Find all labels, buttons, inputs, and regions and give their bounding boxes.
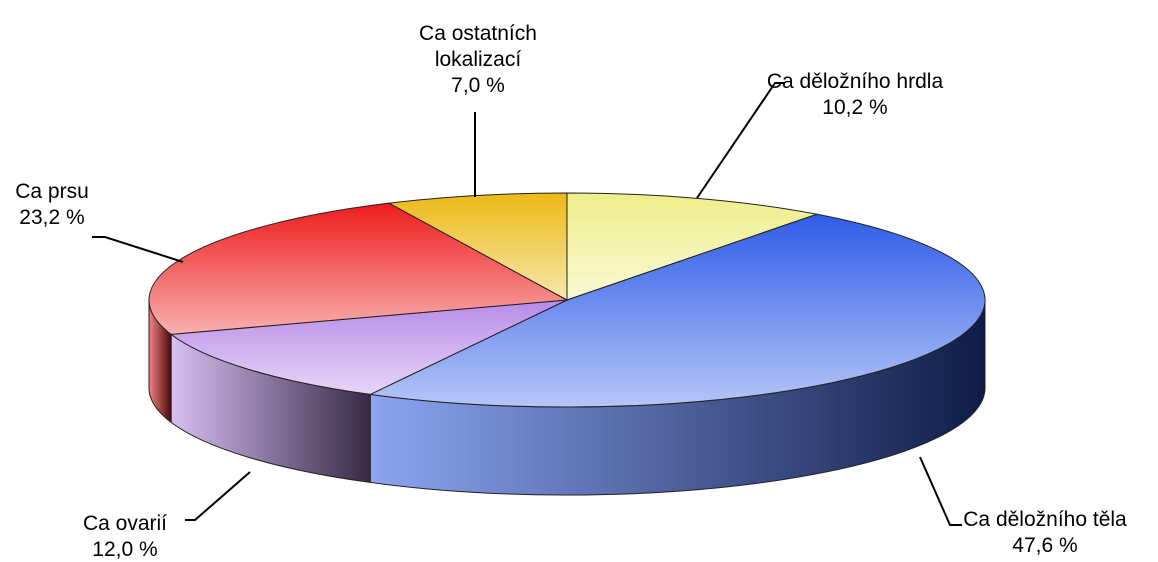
slice-label: Ca ostatních lokalizací 7,0 %: [403, 21, 553, 99]
leader-line: [919, 456, 962, 526]
value-label: 10,2 %: [822, 96, 888, 119]
category-label: Ca prsu: [15, 180, 89, 203]
category-label: Ca děložního hrdla: [766, 70, 944, 93]
leader-line: [696, 82, 785, 199]
category-label: Ca ovarií: [82, 512, 168, 535]
value-label: 23,2 %: [19, 206, 85, 229]
value-label: 47,6 %: [1012, 534, 1078, 557]
slice-label: Ca prsu 23,2 %: [2, 179, 102, 231]
slice-label: Ca děložního těla 47,6 %: [935, 507, 1155, 559]
leader-line: [92, 236, 184, 263]
leader-line: [185, 471, 251, 521]
category-label: Ca ostatních lokalizací: [419, 22, 537, 71]
slice: [169, 299, 568, 395]
slice-label: Ca ovarií 12,0 %: [65, 511, 185, 562]
slice: [148, 202, 569, 335]
slice: [368, 213, 986, 408]
category-label: Ca děložního těla: [963, 508, 1127, 531]
slice: [566, 192, 819, 301]
slice-label: Ca děložního hrdla 10,2 %: [725, 69, 985, 121]
value-label: 12,0 %: [92, 538, 158, 561]
value-label: 7,0 %: [451, 74, 505, 97]
